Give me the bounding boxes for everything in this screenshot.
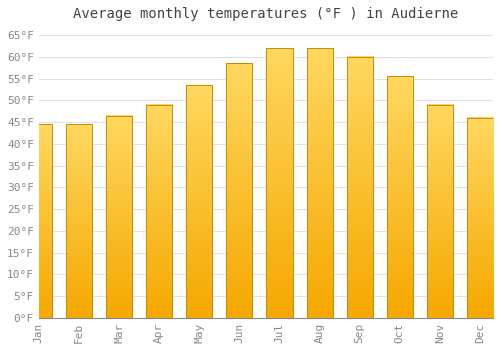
Bar [387,76,413,318]
Bar [26,124,52,318]
Bar [146,105,172,318]
Bar [346,57,372,318]
Bar [266,48,292,318]
Bar [467,118,493,318]
Bar [226,63,252,318]
Bar [306,48,332,318]
Bar [427,105,453,318]
Bar [66,124,92,318]
Bar [186,85,212,318]
Title: Average monthly temperatures (°F ) in Audierne: Average monthly temperatures (°F ) in Au… [74,7,458,21]
Bar [106,116,132,318]
